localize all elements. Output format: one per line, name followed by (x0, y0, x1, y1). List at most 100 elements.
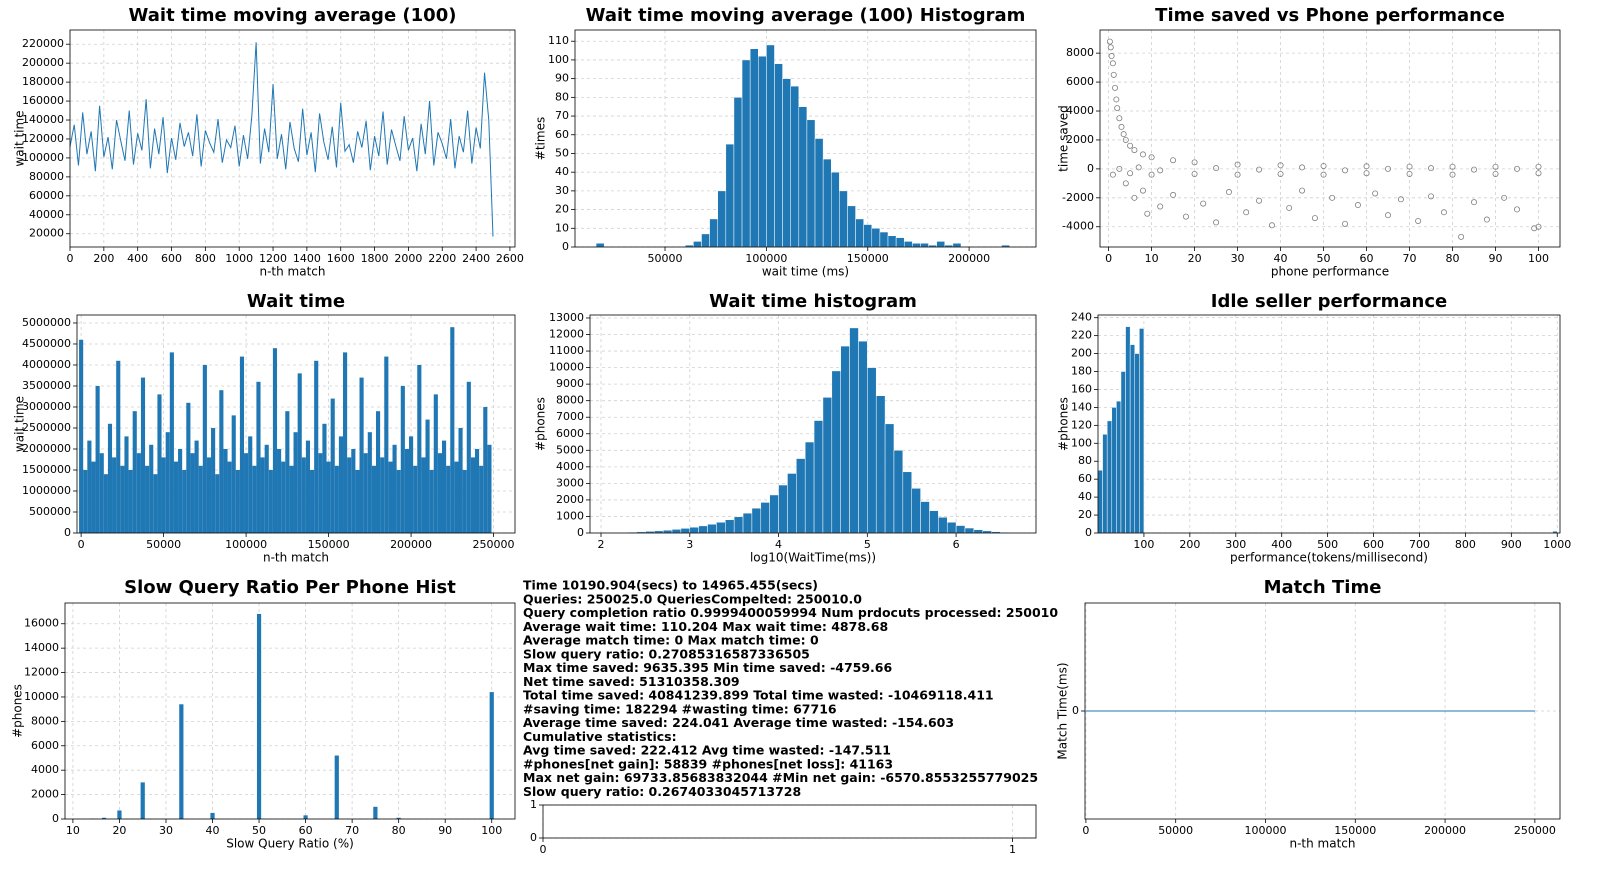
bar (813, 420, 824, 534)
y-tick-label: 20 (555, 203, 569, 216)
point (1191, 159, 1198, 166)
x-axis-label: n-th match (1289, 837, 1355, 851)
y-tick-label: 4500000 (22, 337, 71, 350)
y-tick-label: 220000 (22, 37, 64, 50)
y-tick-label: 10000 (549, 361, 584, 374)
point (1108, 53, 1115, 60)
x-tick-label: 200000 (948, 252, 990, 265)
x-tick-label: 50000 (146, 538, 181, 551)
bar (373, 806, 378, 819)
bar (662, 529, 673, 534)
y-tick-label: 1500000 (22, 463, 71, 476)
bar (1102, 434, 1108, 534)
stat-line: #phones[net gain]: 58839 #phones[net los… (523, 756, 893, 771)
point (1116, 165, 1123, 172)
x-axis-label: n-th match (259, 265, 325, 279)
y-tick-label: 0 (1087, 162, 1094, 175)
chart-title: Wait time histogram (709, 291, 917, 312)
stat-line: Max time saved: 9635.395 Min time saved:… (523, 660, 892, 675)
x-tick-label: 1 (1009, 843, 1016, 856)
point (1471, 166, 1478, 173)
bar (396, 469, 401, 533)
x-tick-label: 300 (1225, 538, 1246, 551)
x-tick-label: 0 (1105, 252, 1112, 265)
y-tick-label: 4000 (1066, 104, 1094, 117)
bar (470, 457, 475, 533)
x-tick-label: 100000 (1244, 824, 1286, 837)
bar (182, 469, 187, 533)
bar (310, 469, 315, 533)
y-tick-label: 30 (555, 184, 569, 197)
stat-line: Avg time saved: 222.412 Avg time wasted:… (523, 743, 891, 758)
bar (107, 423, 113, 533)
bar (938, 517, 948, 534)
x-axis-label: n-th match (263, 551, 329, 565)
bar (103, 474, 108, 533)
y-tick-label: 1000000 (22, 484, 71, 497)
point (1268, 222, 1275, 229)
point (1458, 233, 1465, 240)
bar (840, 345, 850, 534)
point (1501, 194, 1508, 201)
y-tick-label: 2000 (1066, 133, 1094, 146)
point (1109, 171, 1116, 178)
point (1131, 194, 1138, 201)
y-tick-label: 140000 (22, 113, 64, 126)
plot-frame (69, 29, 516, 248)
bar (101, 817, 107, 819)
bar (404, 448, 410, 533)
bar (437, 453, 442, 533)
bar (347, 457, 352, 533)
x-tick-label: 500 (1317, 538, 1338, 551)
x-tick-label: 250000 (1514, 824, 1556, 837)
y-tick-label: 0 (52, 812, 59, 825)
x-tick-label: 0 (1082, 824, 1089, 837)
chart-title: Wait time (247, 291, 345, 312)
x-tick-label: 1000 (1543, 538, 1571, 551)
bar (871, 228, 881, 248)
bar (458, 427, 463, 533)
plot-frame (1099, 29, 1561, 248)
bar (392, 444, 397, 533)
x-tick-label: 600 (1363, 538, 1384, 551)
bar (952, 243, 962, 248)
x-tick-label: 2200 (428, 252, 456, 265)
x-tick-label: 400 (1271, 538, 1292, 551)
bar (215, 474, 220, 533)
bar (116, 360, 121, 533)
bar (839, 190, 848, 248)
x-tick-label: 80 (392, 824, 406, 837)
bar (161, 457, 166, 533)
point (1514, 206, 1521, 213)
x-tick-label: 10 (66, 824, 80, 837)
y-tick-label: 4000 (31, 763, 59, 776)
y-tick-label: 4000000 (22, 358, 71, 371)
bar (462, 469, 467, 533)
point (1428, 165, 1435, 172)
bar (689, 526, 699, 534)
bar (421, 457, 426, 533)
x-tick-label: 150000 (308, 538, 350, 551)
point (1139, 187, 1146, 194)
x-tick-label: 2 (598, 538, 605, 551)
bar (760, 502, 770, 534)
stat-line: Query completion ratio 0.9999400059994 N… (523, 605, 1058, 620)
y-tick-label: 0 (562, 240, 569, 253)
x-tick-label: 0 (540, 843, 547, 856)
x-tick-label: 1400 (293, 252, 321, 265)
bar (446, 465, 451, 533)
bar (955, 525, 966, 534)
bar (227, 461, 232, 533)
x-tick-label: 50 (252, 824, 266, 837)
x-tick-label: 100 (1528, 252, 1549, 265)
x-tick-label: 80 (1446, 252, 1460, 265)
point (1122, 180, 1129, 187)
point (1213, 219, 1220, 226)
point (1492, 170, 1499, 177)
bar (179, 704, 184, 819)
point (1170, 191, 1177, 198)
bar (903, 241, 913, 248)
y-tick-label: 6000 (556, 427, 584, 440)
y-tick-label: 100000 (22, 151, 64, 164)
point (1363, 163, 1370, 170)
